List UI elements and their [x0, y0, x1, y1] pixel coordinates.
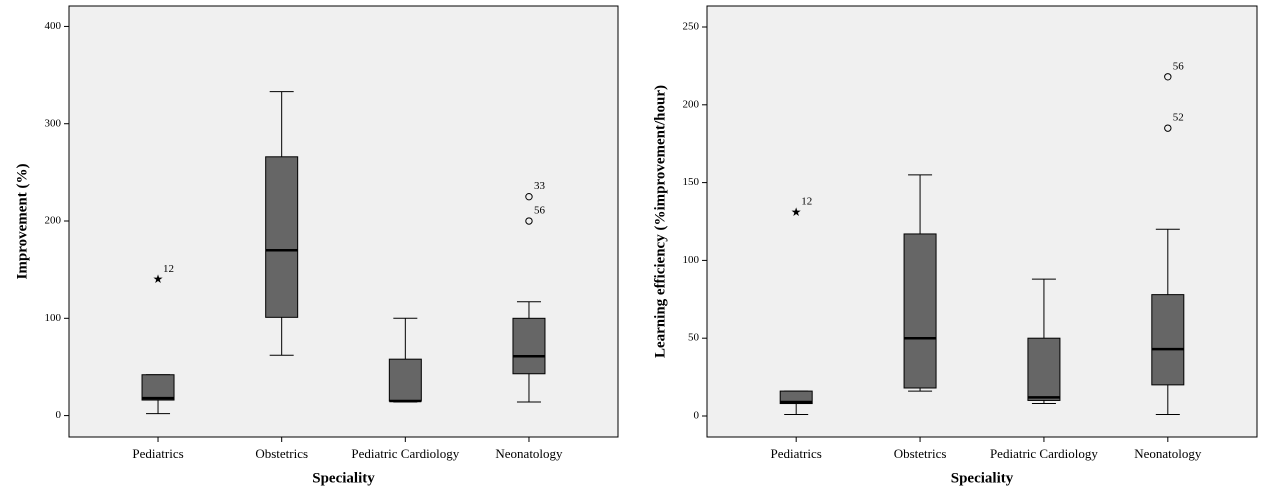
chart: 0 50 100 150 200 250 Pediatrics ★12 Obstetrics Pe…: [652, 5, 1258, 486]
outlier: ★: [791, 205, 802, 219]
outlier-label: 52: [1173, 112, 1184, 124]
outlier-label: 56: [1173, 60, 1185, 72]
y-tick-label: 100: [45, 312, 62, 324]
y-axis-label: Improvement (%): [14, 164, 30, 280]
box: [388, 358, 422, 402]
y-tick-label: 0: [56, 409, 62, 421]
y-axis-label: Learning efficiency (%improvement/hour): [652, 85, 668, 358]
box: [1151, 294, 1185, 386]
outlier-label: 12: [163, 263, 174, 275]
outlier: [525, 192, 533, 201]
outlier-label: 12: [801, 196, 812, 208]
y-tick-label: 400: [45, 20, 62, 32]
y-tick-label: 300: [45, 117, 62, 129]
box: [1027, 337, 1061, 401]
y-tick-label: 250: [683, 21, 700, 33]
y-tick-label: 200: [683, 98, 700, 110]
box: [141, 374, 175, 401]
x-axis-label: Speciality: [312, 470, 375, 486]
x-axis-label: Speciality: [951, 470, 1014, 486]
x-tick-label: Neonatology: [1134, 446, 1202, 461]
y-tick-label: 50: [688, 332, 700, 344]
box: [265, 156, 299, 318]
y-tick-label: 0: [694, 410, 700, 422]
x-tick-label: Pediatric Cardiology: [351, 446, 459, 461]
y-tick-label: 200: [45, 215, 62, 227]
y-tick-label: 150: [683, 176, 700, 188]
box: [512, 317, 546, 375]
x-tick-label: Pediatrics: [771, 446, 822, 461]
x-tick-label: Obstetrics: [255, 446, 308, 461]
chart: 0 100 200 300 400 Pediatrics ★12 Obstetrics Pedi…: [14, 5, 619, 486]
y-tick-label: 100: [683, 254, 700, 266]
box: [903, 233, 937, 389]
outlier: [1164, 124, 1172, 132]
outlier: ★: [153, 272, 164, 286]
x-tick-label: Neonatology: [495, 446, 563, 461]
outlier-label: 33: [534, 180, 546, 192]
x-tick-label: Pediatrics: [132, 446, 183, 461]
outlier: [525, 217, 533, 225]
outlier-label: 56: [534, 205, 546, 217]
x-tick-label: Obstetrics: [894, 446, 947, 461]
box: [779, 390, 813, 405]
x-tick-label: Pediatric Cardiology: [990, 446, 1098, 461]
outlier: [1164, 73, 1172, 81]
